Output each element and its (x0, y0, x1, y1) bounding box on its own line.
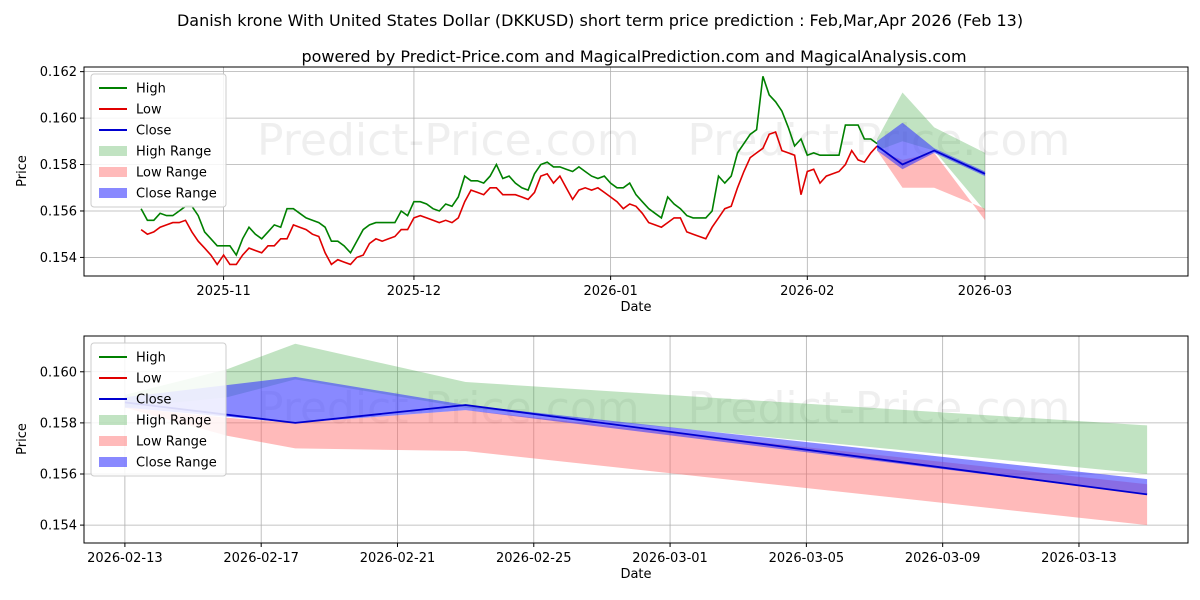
history-panel: Predict-Price.comPredict-Price.com2025-1… (15, 65, 1189, 315)
y-tick-label: 0.158 (40, 158, 77, 173)
legend-high-label: High (136, 82, 166, 97)
legend-low-label: Low (136, 103, 162, 118)
x-tick-label: 2026-02-21 (360, 551, 436, 566)
legend-close-range-label: Close Range (136, 187, 217, 202)
forecast-panel: Predict-Price.comPredict-Price.com2026-0… (15, 335, 1189, 582)
high-series-line (140, 76, 878, 257)
legend-high-range-label: High Range (136, 414, 211, 429)
legend-low-label: Low (136, 372, 162, 387)
chart-subtitle: powered by Predict-Price.com and Magical… (301, 47, 966, 66)
axes-frame (83, 66, 1189, 277)
x-tick-label: 2026-02 (780, 284, 834, 299)
legend-high-range-swatch (99, 415, 127, 425)
legend-high-range-swatch (99, 146, 127, 156)
legend-low-range-label: Low Range (136, 435, 207, 450)
high-range-band (124, 343, 1148, 474)
watermark-text: Predict-Price.com (257, 115, 640, 166)
legend-close-label: Close (136, 393, 171, 408)
x-tick-label: 2025-12 (387, 284, 441, 299)
axes-frame (83, 335, 1189, 544)
y-tick-label: 0.154 (40, 519, 77, 534)
legend-box (90, 73, 227, 208)
x-tick-label: 2026-03 (958, 284, 1012, 299)
y-tick-label: 0.160 (40, 365, 77, 380)
legend-close-label: Close (136, 124, 171, 139)
y-tick-label: 0.160 (40, 112, 77, 127)
legend-high-label: High (136, 351, 166, 366)
legend-close-range-swatch (99, 457, 127, 467)
y-tick-label: 0.158 (40, 416, 77, 431)
legend-close-range-swatch (99, 188, 127, 198)
legend-close-range-label: Close Range (136, 456, 217, 471)
y-tick-label: 0.154 (40, 251, 77, 266)
x-tick-label: 2026-02-25 (496, 551, 572, 566)
x-axis-label: Date (620, 300, 651, 315)
y-tick-label: 0.156 (40, 468, 77, 483)
x-tick-label: 2026-03-13 (1041, 551, 1117, 566)
y-tick-label: 0.156 (40, 204, 77, 219)
low-series-line (140, 130, 878, 266)
x-tick-label: 2026-01 (583, 284, 637, 299)
high-range-band (877, 92, 985, 211)
x-tick-label: 2026-03-09 (905, 551, 981, 566)
legend-box (90, 342, 227, 477)
x-tick-label: 2026-03-05 (769, 551, 845, 566)
legend-high-range-label: High Range (136, 145, 211, 160)
legend-low-range-swatch (99, 167, 127, 177)
x-tick-label: 2026-02-17 (223, 551, 299, 566)
close-series-line (876, 145, 986, 175)
y-axis-label: Price (15, 423, 30, 455)
x-tick-label: 2026-03-01 (632, 551, 708, 566)
close-range-band (124, 376, 1148, 495)
x-tick-label: 2026-02-13 (87, 551, 163, 566)
low-range-band (124, 407, 1148, 526)
legend-low-range-swatch (99, 436, 127, 446)
watermark-text: Predict-Price.com (688, 383, 1071, 434)
y-axis-label: Price (15, 155, 30, 187)
legend-low-range-label: Low Range (136, 166, 207, 181)
x-axis-label: Date (620, 567, 651, 582)
chart-title: Danish krone With United States Dollar (… (177, 11, 1023, 30)
y-tick-label: 0.162 (40, 65, 77, 80)
x-tick-label: 2025-11 (196, 284, 250, 299)
close-range-band (877, 122, 985, 177)
